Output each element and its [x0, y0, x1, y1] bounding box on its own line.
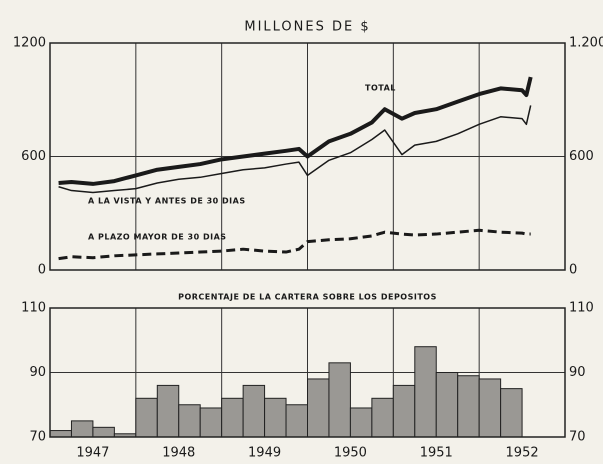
chart-title: MILLONES DE $ [244, 20, 370, 35]
y-tick-label: 0 [38, 263, 46, 278]
bar [178, 404, 201, 438]
bar [221, 397, 244, 438]
panel-title: PORCENTAJE DE LA CARTERA SOBRE LOS DEPOS… [178, 293, 437, 302]
y2-tick-label: 70 [569, 430, 586, 445]
bar [199, 407, 223, 438]
bar [478, 378, 502, 438]
bar [70, 420, 94, 438]
bar [392, 384, 416, 438]
bar [500, 388, 523, 438]
bar [264, 397, 287, 438]
x-tick-label: 1947 [76, 446, 109, 461]
y-tick-label: 600 [21, 149, 46, 164]
x-tick-label: 1949 [248, 446, 281, 461]
x-tick-label: 1952 [506, 446, 539, 461]
bar [242, 384, 266, 438]
line-series [58, 76, 533, 186]
y-tick-label: 110 [21, 301, 46, 316]
y2-tick-label: 110 [569, 301, 594, 316]
bar [49, 430, 72, 438]
bar [349, 407, 373, 438]
y2-tick-label: 0 [569, 263, 577, 278]
series-label: A PLAZO MAYOR DE 30 DIAS [88, 233, 227, 242]
bar [457, 375, 480, 438]
x-tick-label: 1951 [420, 446, 453, 461]
bar [414, 346, 437, 438]
bar [135, 397, 158, 438]
y2-tick-label: 1.200 [569, 36, 603, 51]
x-tick-label: 1948 [162, 446, 195, 461]
y2-tick-label: 600 [569, 149, 594, 164]
y-tick-label: 1200 [13, 36, 46, 51]
bar [328, 362, 351, 438]
y-tick-label: 90 [29, 365, 46, 380]
bar [435, 372, 459, 438]
x-tick-label: 1950 [334, 446, 367, 461]
line-series [58, 228, 531, 261]
series-label: A LA VISTA Y ANTES DE 30 DIAS [88, 197, 246, 206]
bar [92, 426, 115, 438]
y2-tick-label: 90 [569, 365, 586, 380]
bar [285, 404, 308, 438]
plot-frame [49, 307, 566, 438]
bar [371, 397, 394, 438]
plot-frame [49, 42, 566, 271]
bar [307, 378, 330, 438]
y-tick-label: 70 [29, 430, 46, 445]
line-series [58, 105, 532, 194]
bar [156, 384, 180, 438]
series-label: TOTAL [365, 84, 396, 93]
